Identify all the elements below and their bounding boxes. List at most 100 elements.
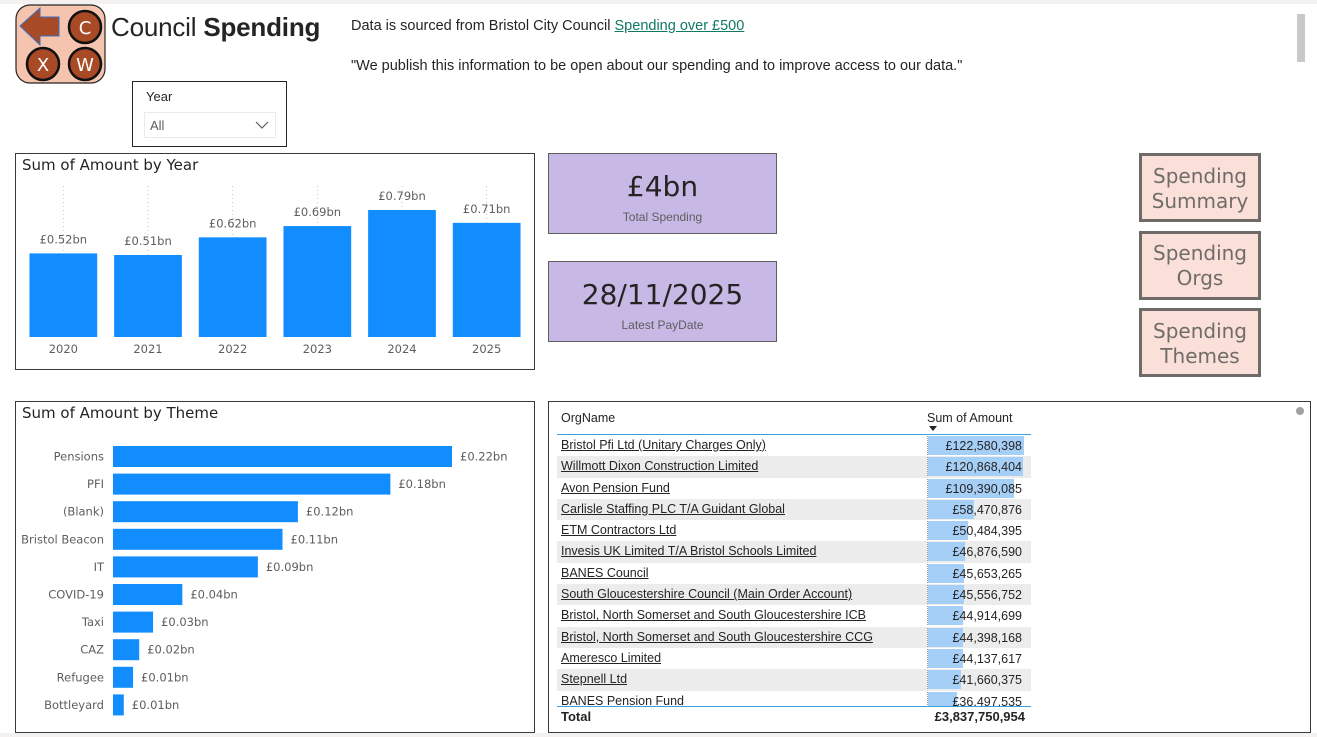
- source-text: Data is sourced from Bristol City Counci…: [351, 18, 744, 34]
- year-dropdown[interactable]: All: [144, 112, 276, 138]
- amount-value: £44,914,699: [952, 609, 1022, 624]
- chevron-down-icon: [255, 121, 269, 129]
- year-tick-label: 2025: [472, 342, 501, 356]
- theme-bar[interactable]: [113, 501, 298, 523]
- org-name-cell[interactable]: Carlisle Staffing PLC T/A Guidant Global: [561, 501, 785, 516]
- spending-summary-button[interactable]: Spending Summary: [1139, 153, 1261, 222]
- cxw-logo[interactable]: C X W: [15, 4, 106, 84]
- year-bar[interactable]: [283, 226, 352, 337]
- year-bar-value-label: £0.51bn: [124, 234, 172, 248]
- bottom-bar: [0, 733, 1317, 737]
- data-bar: [928, 670, 961, 690]
- year-tick-label: 2023: [303, 342, 332, 356]
- title-light: Council: [111, 12, 197, 42]
- amount-value: £50,484,395: [952, 524, 1022, 539]
- amount-value: £45,556,752: [952, 588, 1022, 603]
- year-tick-label: 2021: [133, 342, 162, 356]
- table-row[interactable]: ETM Contractors Ltd £50,484,395: [557, 520, 1031, 541]
- amount-cell: £44,914,699: [927, 606, 1028, 626]
- table-row[interactable]: South Gloucestershire Council (Main Orde…: [557, 584, 1031, 606]
- theme-bar[interactable]: [113, 446, 452, 467]
- theme-bar[interactable]: [113, 556, 258, 578]
- theme-bar-group: COVID-19 £0.04bn: [48, 584, 238, 605]
- table-row[interactable]: Bristol Pfi Ltd (Unitary Charges Only) £1…: [557, 435, 1031, 456]
- org-name-cell[interactable]: Avon Pension Fund: [561, 480, 670, 495]
- theme-bar[interactable]: [113, 639, 140, 661]
- amount-cell: £58,470,876: [927, 499, 1028, 519]
- org-name-cell[interactable]: Stepnell Ltd: [561, 672, 628, 687]
- theme-bar[interactable]: [113, 694, 124, 716]
- theme-chart-title: Sum of Amount by Theme: [22, 404, 219, 422]
- theme-category-label: Pensions: [54, 450, 104, 464]
- year-bar-group: £0.71bn 2025: [452, 186, 521, 356]
- theme-bar[interactable]: [113, 611, 154, 633]
- latest-paydate-value: 28/11/2025: [581, 278, 744, 311]
- table-row[interactable]: BANES Council £45,653,265: [557, 563, 1031, 584]
- theme-bar[interactable]: [113, 528, 283, 550]
- org-name-cell[interactable]: Bristol Pfi Ltd (Unitary Charges Only): [561, 438, 766, 452]
- spending-themes-button[interactable]: Spending Themes: [1139, 308, 1261, 377]
- table-row[interactable]: Avon Pension Fund £109,390,085: [557, 478, 1031, 499]
- table-row[interactable]: Bristol, North Somerset and South Glouce…: [557, 626, 1031, 648]
- year-bar-group: £0.52bn 2020: [29, 186, 98, 356]
- org-name-cell[interactable]: BANES Council: [561, 565, 649, 580]
- org-name-cell[interactable]: Willmott Dixon Construction Limited: [561, 459, 759, 474]
- table-row[interactable]: Ameresco Limited £44,137,617: [557, 648, 1031, 669]
- quote-text: "We publish this information to be open …: [351, 58, 963, 74]
- theme-bar[interactable]: [113, 666, 134, 688]
- org-name-cell[interactable]: South Gloucestershire Council (Main Orde…: [561, 587, 853, 602]
- theme-category-label: (Blank): [63, 505, 104, 519]
- spending-orgs-button[interactable]: Spending Orgs: [1139, 231, 1261, 300]
- org-name-cell[interactable]: Bristol, North Somerset and South Glouce…: [561, 608, 866, 623]
- year-bar[interactable]: [452, 222, 521, 337]
- year-bar[interactable]: [368, 210, 436, 337]
- source-prefix: Data is sourced from Bristol City Counci…: [351, 18, 611, 34]
- amount-value: £58,470,876: [952, 502, 1022, 517]
- table-row[interactable]: Carlisle Staffing PLC T/A Guidant Global…: [557, 498, 1031, 521]
- data-bar: [928, 627, 963, 647]
- org-name-cell[interactable]: BANES Pension Fund: [561, 693, 684, 707]
- year-bar-group: £0.79bn 2024: [368, 186, 436, 356]
- theme-bar-group: Bottleyard £0.01bn: [44, 694, 180, 716]
- amount-value: £36,497,535: [952, 694, 1022, 707]
- theme-bar-value-label: £0.02bn: [147, 643, 195, 657]
- theme-category-label: Bristol Beacon: [21, 532, 104, 546]
- button-label-line1: Spending: [1153, 164, 1247, 188]
- table-scrollbar-icon[interactable]: [1296, 407, 1304, 415]
- logo-letter-x: X: [37, 55, 49, 76]
- column-header-sum-of-amount[interactable]: Sum of Amount: [927, 411, 1013, 425]
- theme-category-label: CAZ: [80, 643, 104, 657]
- year-bar-value-label: £0.79bn: [378, 189, 426, 203]
- year-bar[interactable]: [114, 255, 182, 337]
- table-row[interactable]: Willmott Dixon Construction Limited £120,…: [557, 456, 1031, 478]
- theme-bar[interactable]: [113, 584, 183, 605]
- org-name-cell[interactable]: Ameresco Limited: [561, 650, 662, 665]
- theme-category-label: Refugee: [57, 670, 104, 684]
- button-label-line2: Orgs: [1176, 266, 1224, 290]
- table-row[interactable]: Bristol, North Somerset and South Glouce…: [557, 605, 1031, 626]
- org-name-cell[interactable]: Invesis UK Limited T/A Bristol Schools L…: [561, 544, 817, 559]
- source-link[interactable]: Spending over £500: [614, 18, 745, 34]
- theme-bar[interactable]: [113, 473, 391, 495]
- year-bar[interactable]: [198, 237, 267, 337]
- table-row[interactable]: BANES Pension Fund £36,497,535: [557, 691, 1031, 707]
- table-row[interactable]: Invesis UK Limited T/A Bristol Schools L…: [557, 541, 1031, 563]
- page-scrollbar[interactable]: [1297, 14, 1305, 62]
- org-name-cell[interactable]: ETM Contractors Ltd: [561, 523, 677, 538]
- page-title: Council Spending: [111, 12, 320, 43]
- table-row[interactable]: Stepnell Ltd £41,660,375: [557, 669, 1031, 691]
- button-label-line2: Summary: [1151, 189, 1249, 213]
- footer-divider: [557, 706, 1031, 707]
- theme-bar-value-label: £0.01bn: [132, 698, 180, 712]
- theme-bar-group: Taxi £0.03bn: [81, 611, 209, 633]
- year-bar[interactable]: [29, 253, 98, 337]
- data-bar: [928, 542, 965, 562]
- org-table-body[interactable]: Bristol Pfi Ltd (Unitary Charges Only) £1…: [557, 435, 1031, 707]
- column-header-orgname[interactable]: OrgName: [561, 411, 616, 425]
- amount-cell: £44,398,168: [927, 627, 1028, 647]
- amount-cell: £45,653,265: [927, 563, 1028, 583]
- amount-cell: £50,484,395: [927, 521, 1028, 541]
- total-amount: £3,837,750,954: [934, 709, 1025, 724]
- theme-bar-value-label: £0.18bn: [398, 477, 446, 491]
- org-name-cell[interactable]: Bristol, North Somerset and South Glouce…: [561, 629, 873, 644]
